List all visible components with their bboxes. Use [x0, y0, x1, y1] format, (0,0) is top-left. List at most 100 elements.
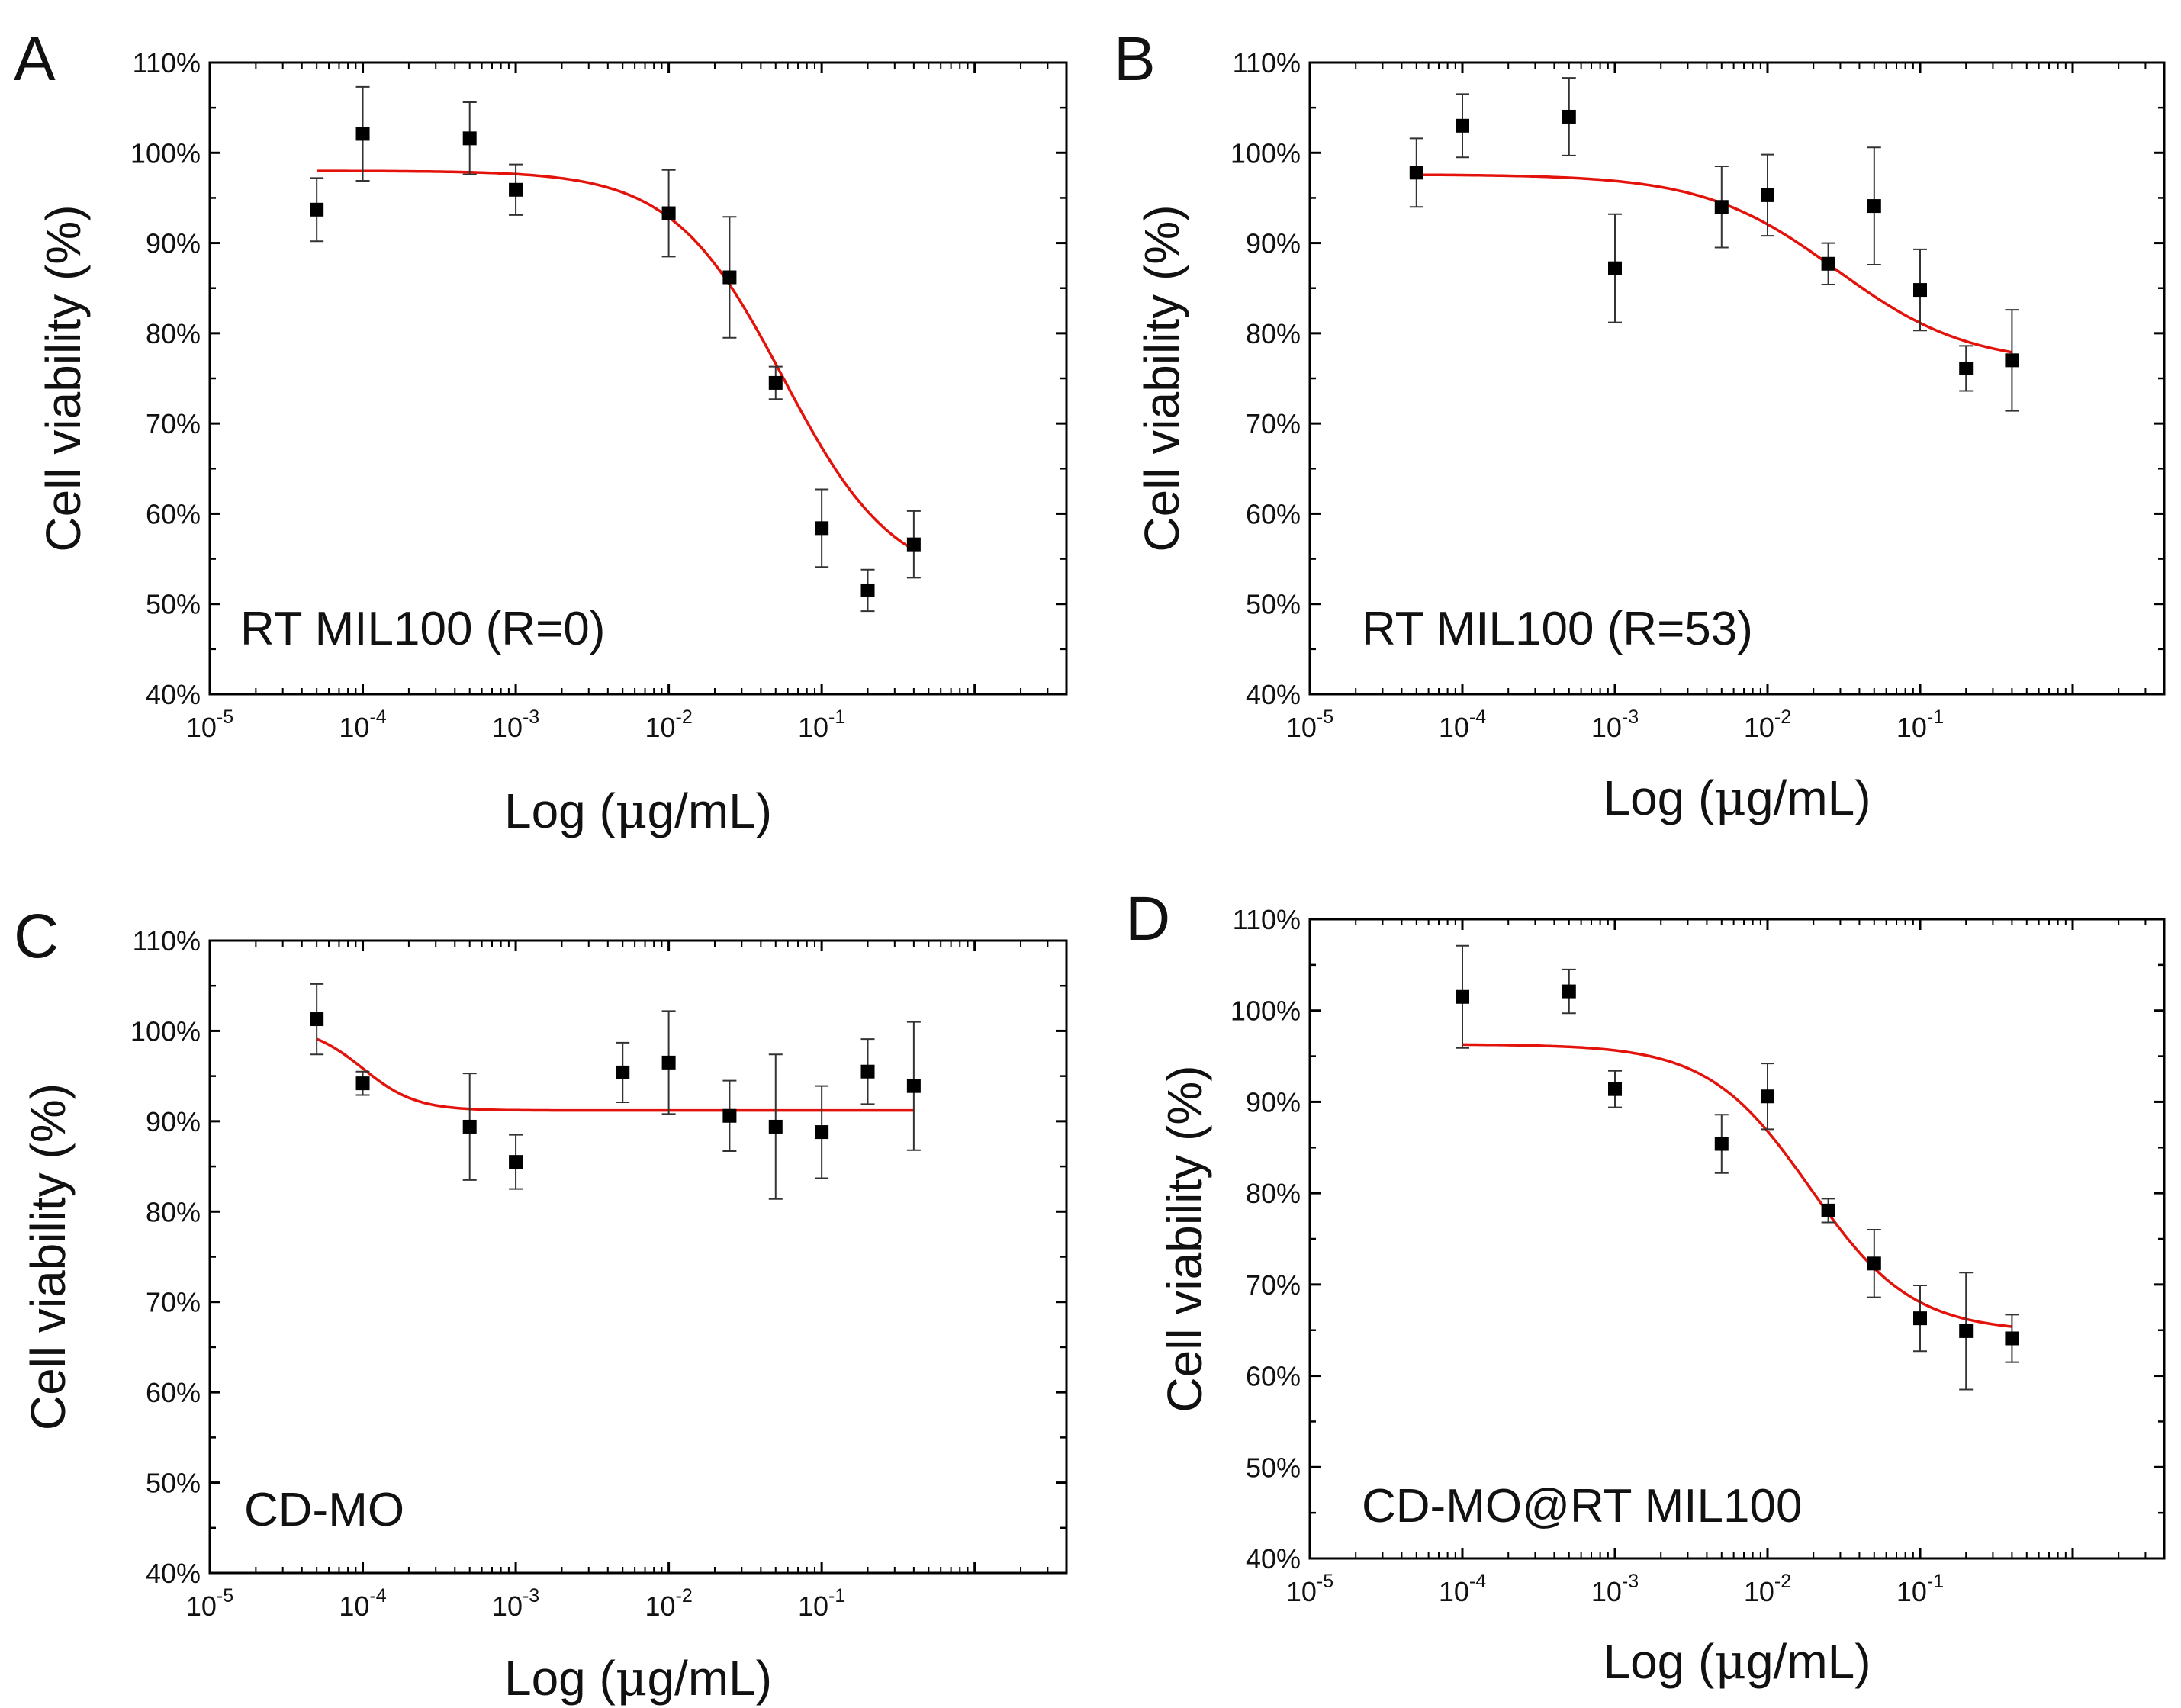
x-axis-title: Log (μg/mL) [504, 783, 772, 840]
x-tick-label: 10-1 [1896, 706, 1944, 743]
chart-panel-a: A 40% 50% 60% 70% 80% 90% 100% 110% 10-5 10-4 10-3 1… [14, 24, 1068, 840]
y-tick-label: 60% [1246, 498, 1301, 529]
panel-annotation: CD-MO [244, 1484, 404, 1536]
data-point [722, 1108, 737, 1123]
data-point [1913, 283, 1927, 298]
data-point [815, 521, 829, 536]
data-point [722, 270, 737, 285]
x-tick-label: 10-3 [1591, 1571, 1639, 1607]
x-tick-label: 10-3 [1591, 706, 1639, 743]
x-tick-label: 10-1 [798, 1585, 845, 1622]
data-point [906, 1079, 921, 1093]
data-point [616, 1065, 630, 1079]
y-tick-label: 100% [1230, 137, 1301, 169]
y-tick-label: 40% [1246, 1543, 1301, 1575]
data-point [355, 1076, 370, 1091]
data-point [1456, 118, 1469, 133]
x-tick-label: 10-4 [1439, 1571, 1486, 1607]
data-point [1959, 1324, 1974, 1338]
y-tick-label: 70% [146, 1287, 201, 1318]
y-tick-label: 100% [1230, 996, 1301, 1027]
y-tick-label: 110% [133, 925, 201, 957]
y-tick-label: 80% [1246, 318, 1301, 349]
data-point [1913, 1311, 1927, 1326]
y-tick-label: 70% [1246, 408, 1301, 439]
y-axis-title: Cell viability (%) [1157, 1065, 1212, 1412]
y-axis-title: Cell viability (%) [1134, 204, 1189, 552]
plot-frame [208, 939, 1068, 1575]
data-point [860, 1064, 875, 1079]
fit-curve [316, 1037, 914, 1112]
data-point [661, 206, 676, 220]
y-tick-label: 50% [146, 1468, 201, 1499]
data-point [1867, 1256, 1881, 1271]
panel-letter: A [14, 24, 56, 94]
data-point [462, 131, 477, 146]
chart-panel-d: D 40% 50% 60% 70% 80% 90% 100% 110% 10-5 10-4 10-3 1… [1125, 884, 2166, 1690]
data-point [815, 1125, 829, 1140]
x-axis-title: Log (μg/mL) [1603, 770, 1871, 827]
x-tick-label: 10-3 [492, 706, 539, 743]
x-tick-label: 10-5 [1286, 1571, 1333, 1607]
plot-frame [208, 61, 1068, 696]
y-tick-label: 60% [146, 498, 201, 529]
y-tick-label: 70% [1246, 1269, 1301, 1301]
x-tick-label: 10-3 [492, 1585, 539, 1622]
data-point [1714, 200, 1729, 214]
x-tick-label: 10-5 [186, 1585, 233, 1622]
data-point [768, 1119, 783, 1134]
panel-annotation: CD-MO@RT MIL100 [1362, 1480, 1802, 1533]
y-tick-label: 60% [1246, 1361, 1301, 1392]
x-tick-label: 10-4 [339, 706, 386, 743]
x-tick-label: 10-1 [798, 706, 845, 743]
y-tick-label: 80% [1246, 1178, 1301, 1209]
y-tick-label: 50% [1246, 589, 1301, 620]
fit-curve [1462, 1043, 2012, 1328]
y-axis-title: Cell viability (%) [36, 204, 91, 552]
x-tick-label: 10-1 [1896, 1571, 1944, 1607]
panel-letter: D [1125, 884, 1170, 954]
y-tick-label: 100% [130, 1015, 201, 1047]
data-point [906, 537, 921, 552]
fit-curve [1416, 173, 2012, 354]
y-tick-label: 50% [1246, 1452, 1301, 1483]
data-point [1409, 166, 1423, 180]
chart-panel-c: C 40% 50% 60% 70% 80% 90% 100% 110% 10-5 10-4 10-3 1… [14, 902, 1068, 1707]
x-axis-title: Log (μg/mL) [504, 1651, 772, 1707]
panel-letter: B [1114, 24, 1156, 94]
x-tick-label: 10-2 [645, 1585, 692, 1622]
y-tick-label: 90% [146, 228, 201, 259]
y-tick-label: 60% [146, 1377, 201, 1408]
x-tick-label: 10-4 [339, 1585, 386, 1622]
data-point [310, 1012, 324, 1027]
y-tick-label: 70% [146, 408, 201, 439]
plot-frame [1308, 918, 2166, 1560]
data-point [768, 375, 783, 390]
data-point [2005, 1331, 2019, 1346]
x-tick-label: 10-2 [645, 706, 692, 743]
data-point [1821, 256, 1835, 271]
plot-frame [1308, 61, 2166, 696]
data-point [1608, 1082, 1622, 1096]
y-tick-label: 110% [1233, 904, 1301, 935]
data-point [509, 1155, 523, 1169]
data-point [1959, 361, 1974, 375]
panel-annotation: RT MIL100 (R=0) [240, 603, 605, 655]
data-point [1867, 199, 1881, 214]
data-point [1562, 109, 1576, 124]
y-tick-label: 40% [146, 1558, 201, 1589]
data-point [1761, 1089, 1774, 1104]
panel-letter: C [14, 902, 59, 971]
y-tick-label: 110% [133, 47, 201, 79]
y-axis-title: Cell viability (%) [21, 1083, 76, 1430]
data-point [2005, 353, 2019, 368]
y-tick-label: 40% [1246, 679, 1301, 710]
x-axis-title: Log (μg/mL) [1603, 1634, 1871, 1690]
y-tick-label: 80% [146, 1196, 201, 1227]
x-tick-label: 10-2 [1744, 1571, 1791, 1607]
data-point [1562, 984, 1576, 999]
y-tick-label: 100% [130, 137, 201, 169]
y-tick-label: 90% [1246, 228, 1301, 259]
x-tick-label: 10-5 [1286, 706, 1333, 743]
